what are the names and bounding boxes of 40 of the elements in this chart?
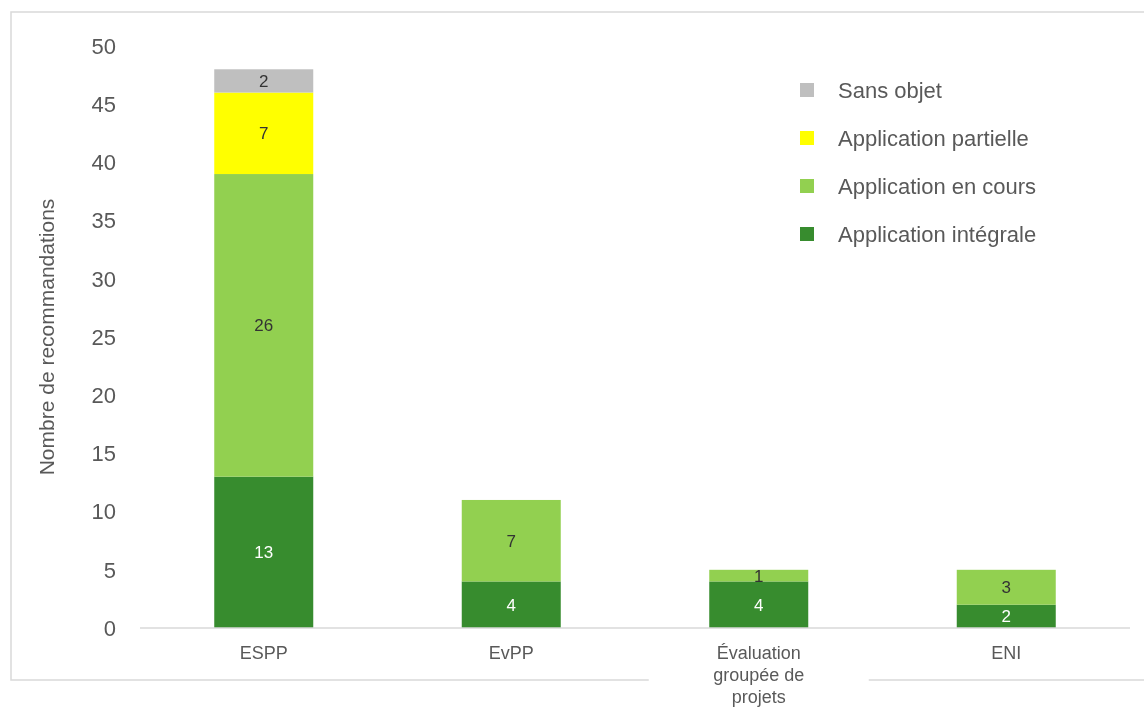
legend-label: Sans objet (838, 77, 942, 103)
y-tick-label: 50 (91, 33, 116, 59)
y-tick-label: 10 (91, 499, 116, 525)
bar (461, 499, 561, 582)
y-tick-label: 25 (91, 324, 116, 350)
y-tick-label: 30 (91, 266, 116, 292)
bar (709, 569, 809, 582)
y-axis-title: Nombre de recommandations (35, 198, 58, 476)
data-label: 3 (1001, 578, 1011, 598)
legend-label: Application en cours (838, 173, 1037, 199)
bar (956, 569, 1056, 605)
legend-label: Application intégrale (838, 221, 1037, 247)
y-tick-label: 45 (91, 91, 116, 117)
data-label: 13 (254, 543, 274, 563)
data-label: 2 (1001, 607, 1011, 627)
data-label: 1 (754, 566, 764, 586)
bar (214, 69, 314, 93)
y-tick-label: 5 (103, 557, 116, 583)
y-tick-label: 35 (91, 208, 116, 234)
data-label: 26 (254, 316, 274, 336)
bar (709, 581, 809, 628)
x-tick-label: ESPP (239, 643, 288, 663)
bar (214, 174, 314, 477)
data-label: 7 (506, 531, 516, 551)
bar (956, 604, 1056, 628)
x-tick-label: ENI (991, 643, 1022, 663)
y-tick-label: 40 (91, 150, 116, 176)
bar (214, 92, 314, 175)
data-label: 2 (259, 71, 269, 91)
data-label: 7 (259, 124, 269, 144)
data-label: 4 (506, 595, 516, 615)
y-tick-label: 15 (91, 441, 116, 467)
x-tick-label: EvPP (488, 643, 534, 663)
y-tick-label: 0 (103, 615, 116, 641)
y-tick-label: 20 (91, 382, 116, 408)
legend-label: Application partielle (838, 125, 1029, 151)
data-label: 4 (754, 595, 764, 615)
bar (214, 476, 314, 628)
bar (461, 581, 561, 628)
x-tick-label: Évaluation groupée de projets (713, 643, 805, 707)
